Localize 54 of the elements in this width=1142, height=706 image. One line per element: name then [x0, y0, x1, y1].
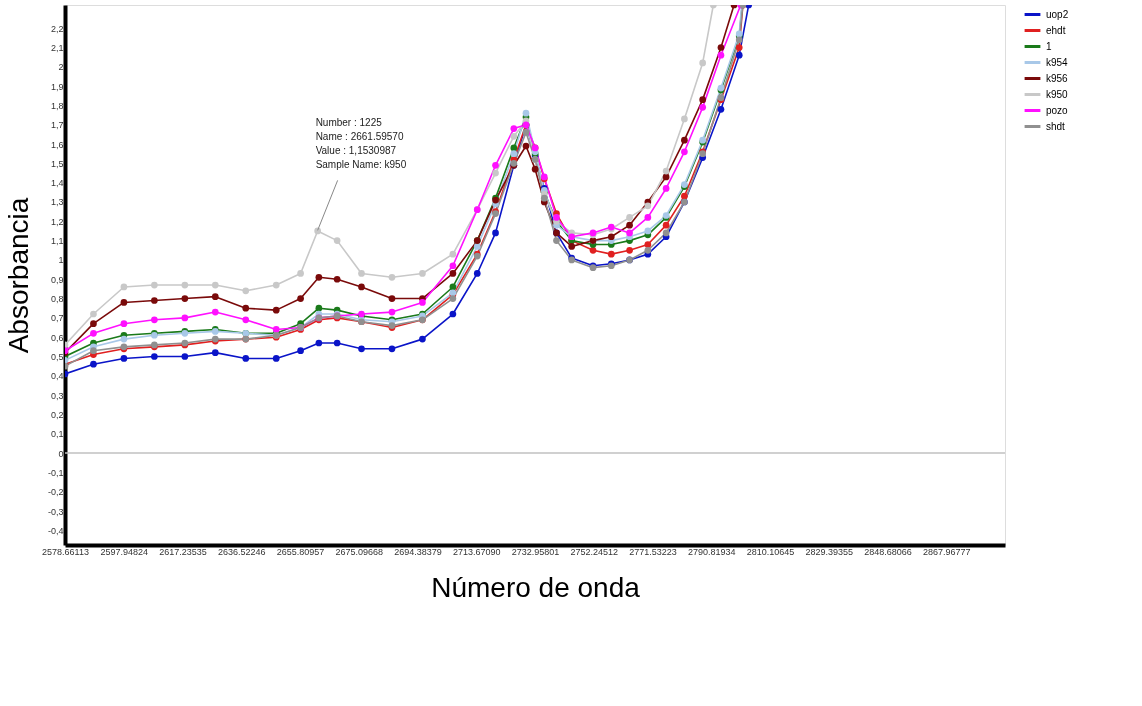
x-tick-label: 2867.96777	[922, 546, 971, 557]
y-tick-label: 0,2	[50, 409, 64, 420]
y-tick-label: 0,1	[50, 429, 64, 440]
y-tick-label: 0	[58, 448, 64, 459]
y-tick-label: -0,4	[47, 525, 64, 536]
y-tick-label: 1,2	[50, 216, 64, 227]
x-tick-label: 2771.53223	[629, 546, 677, 557]
legend-label: ehdt	[1046, 24, 1066, 36]
x-tick-label: 2752.24512	[570, 546, 619, 557]
x-tick-label: 2636.52246	[217, 546, 266, 557]
x-axis-title: Número de onda	[431, 571, 641, 603]
y-tick-label: 0,6	[50, 332, 64, 343]
legend-label: k956	[1046, 72, 1069, 84]
x-tick-label: 2810.10645	[746, 546, 795, 557]
y-tick-label: 0,7	[50, 313, 64, 324]
y-tick-label: 1,3	[50, 197, 64, 208]
y-tick-label: 2	[58, 62, 64, 73]
y-axis-title: Absorbancia	[2, 197, 34, 354]
legend-label: pozo	[1046, 104, 1069, 116]
y-tick-label: 2,2	[50, 23, 64, 34]
y-tick-label: 1	[58, 255, 64, 266]
y-tick-label: -0,3	[47, 506, 64, 517]
y-tick-label: 1,1	[50, 236, 64, 247]
x-tick-label: 2578.66113	[42, 546, 89, 557]
x-tick-label: 2617.23535	[159, 546, 207, 557]
legend-label: 1	[1046, 40, 1052, 52]
y-tick-label: 0,4	[50, 371, 64, 382]
legend-label: k954	[1046, 56, 1069, 68]
y-tick-label: -0,1	[47, 467, 64, 478]
y-tick-label: -0,2	[47, 487, 64, 498]
y-tick-label: 1,6	[50, 139, 64, 150]
x-tick-label: 2732.95801	[511, 546, 560, 557]
x-tick-label: 2694.38379	[394, 546, 442, 557]
legend-label: k950	[1046, 88, 1069, 100]
x-tick-label: 2848.68066	[864, 546, 912, 557]
y-tick-label: 0,3	[50, 390, 64, 401]
legend-label: uop2	[1046, 8, 1069, 20]
y-tick-label: 1,4	[50, 178, 64, 189]
y-tick-label: 1,7	[50, 120, 64, 131]
x-tick-label: 2713.67090	[452, 546, 501, 557]
y-tick-label: 1,5	[50, 158, 64, 169]
annotation: Number : 1225 Name : 2661.59570 Value : 1,1530987 Sample Name: k950	[315, 117, 407, 171]
y-tick-label: 1,9	[50, 81, 64, 92]
y-tick-label: 0,8	[50, 294, 64, 305]
x-tick-label: 2790.81934	[687, 546, 736, 557]
x-tick-label: 2655.80957	[276, 546, 325, 557]
x-tick-label: 2675.09668	[335, 546, 384, 557]
y-tick-label: 2,1	[50, 42, 64, 53]
y-tick-label: 0,9	[50, 274, 64, 285]
x-tick-label: 2597.94824	[100, 546, 149, 557]
legend-label: shdt	[1046, 120, 1066, 132]
y-tick-label: 1,8	[50, 100, 64, 111]
x-tick-label: 2829.39355	[805, 546, 854, 557]
y-tick-label: 0,5	[50, 352, 64, 362]
